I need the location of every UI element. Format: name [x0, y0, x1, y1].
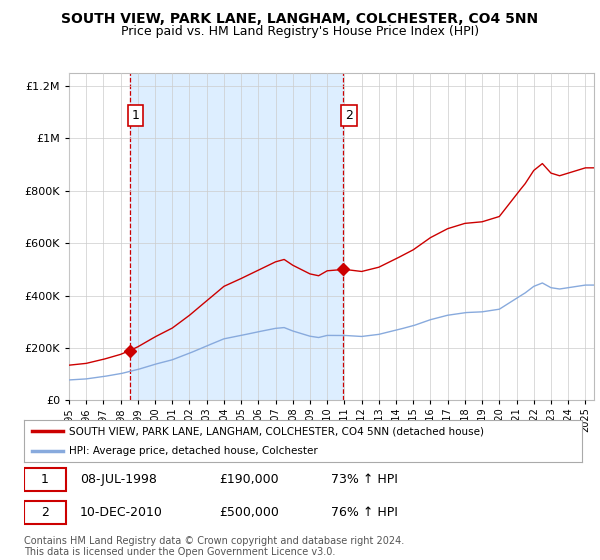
Text: 10-DEC-2010: 10-DEC-2010: [80, 506, 163, 519]
Text: 1: 1: [41, 473, 49, 486]
FancyBboxPatch shape: [24, 501, 66, 524]
Text: Price paid vs. HM Land Registry's House Price Index (HPI): Price paid vs. HM Land Registry's House …: [121, 25, 479, 38]
Text: £190,000: £190,000: [220, 473, 279, 486]
Text: 1: 1: [131, 109, 139, 122]
Bar: [130, 73, 343, 400]
Text: 08-JUL-1998: 08-JUL-1998: [80, 473, 157, 486]
FancyBboxPatch shape: [24, 468, 66, 491]
Text: HPI: Average price, detached house, Colchester: HPI: Average price, detached house, Colc…: [68, 446, 317, 456]
Text: 2: 2: [41, 506, 49, 519]
Text: 73% ↑ HPI: 73% ↑ HPI: [331, 473, 398, 486]
Text: Contains HM Land Registry data © Crown copyright and database right 2024.
This d: Contains HM Land Registry data © Crown c…: [24, 535, 404, 557]
Text: 76% ↑ HPI: 76% ↑ HPI: [331, 506, 398, 519]
Text: £500,000: £500,000: [220, 506, 279, 519]
Text: SOUTH VIEW, PARK LANE, LANGHAM, COLCHESTER, CO4 5NN (detached house): SOUTH VIEW, PARK LANE, LANGHAM, COLCHEST…: [68, 426, 484, 436]
Text: SOUTH VIEW, PARK LANE, LANGHAM, COLCHESTER, CO4 5NN: SOUTH VIEW, PARK LANE, LANGHAM, COLCHEST…: [61, 12, 539, 26]
Text: 2: 2: [345, 109, 353, 122]
